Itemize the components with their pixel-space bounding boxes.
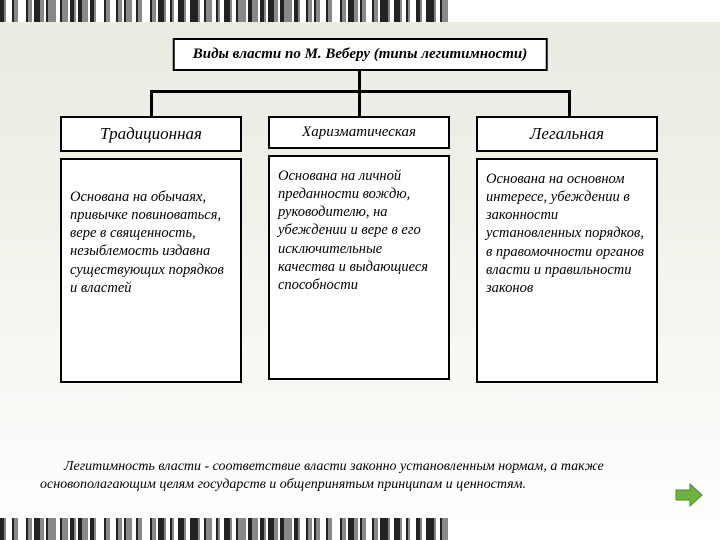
connector <box>358 90 361 118</box>
diagram-title: Виды власти по М. Веберу (типы легитимно… <box>173 38 548 71</box>
branch-legal: Легальная Основана на основном интересе,… <box>476 116 658 383</box>
footnote-text: Легитимность власти - соответствие власт… <box>40 458 680 494</box>
slide-content: Виды власти по М. Веберу (типы легитимно… <box>0 28 720 512</box>
connector <box>568 90 571 118</box>
branch-header: Харизматическая <box>268 116 450 149</box>
next-arrow-button[interactable] <box>674 482 704 508</box>
decorative-barcode-bottom <box>0 518 720 540</box>
connector <box>150 90 153 118</box>
branch-body: Основана на обычаях, привычке повиновать… <box>60 158 242 383</box>
branch-header: Легальная <box>476 116 658 152</box>
connector <box>358 70 361 92</box>
decorative-barcode-top <box>0 0 720 22</box>
branch-body: Основана на основном интересе, убеждении… <box>476 158 658 383</box>
branch-body: Основана на личной преданности вождю, ру… <box>268 155 450 380</box>
branch-traditional: Традиционная Основана на обычаях, привыч… <box>60 116 242 383</box>
branch-charismatic: Харизматическая Основана на личной преда… <box>268 116 450 380</box>
branch-header: Традиционная <box>60 116 242 152</box>
arrow-right-icon <box>674 482 704 508</box>
